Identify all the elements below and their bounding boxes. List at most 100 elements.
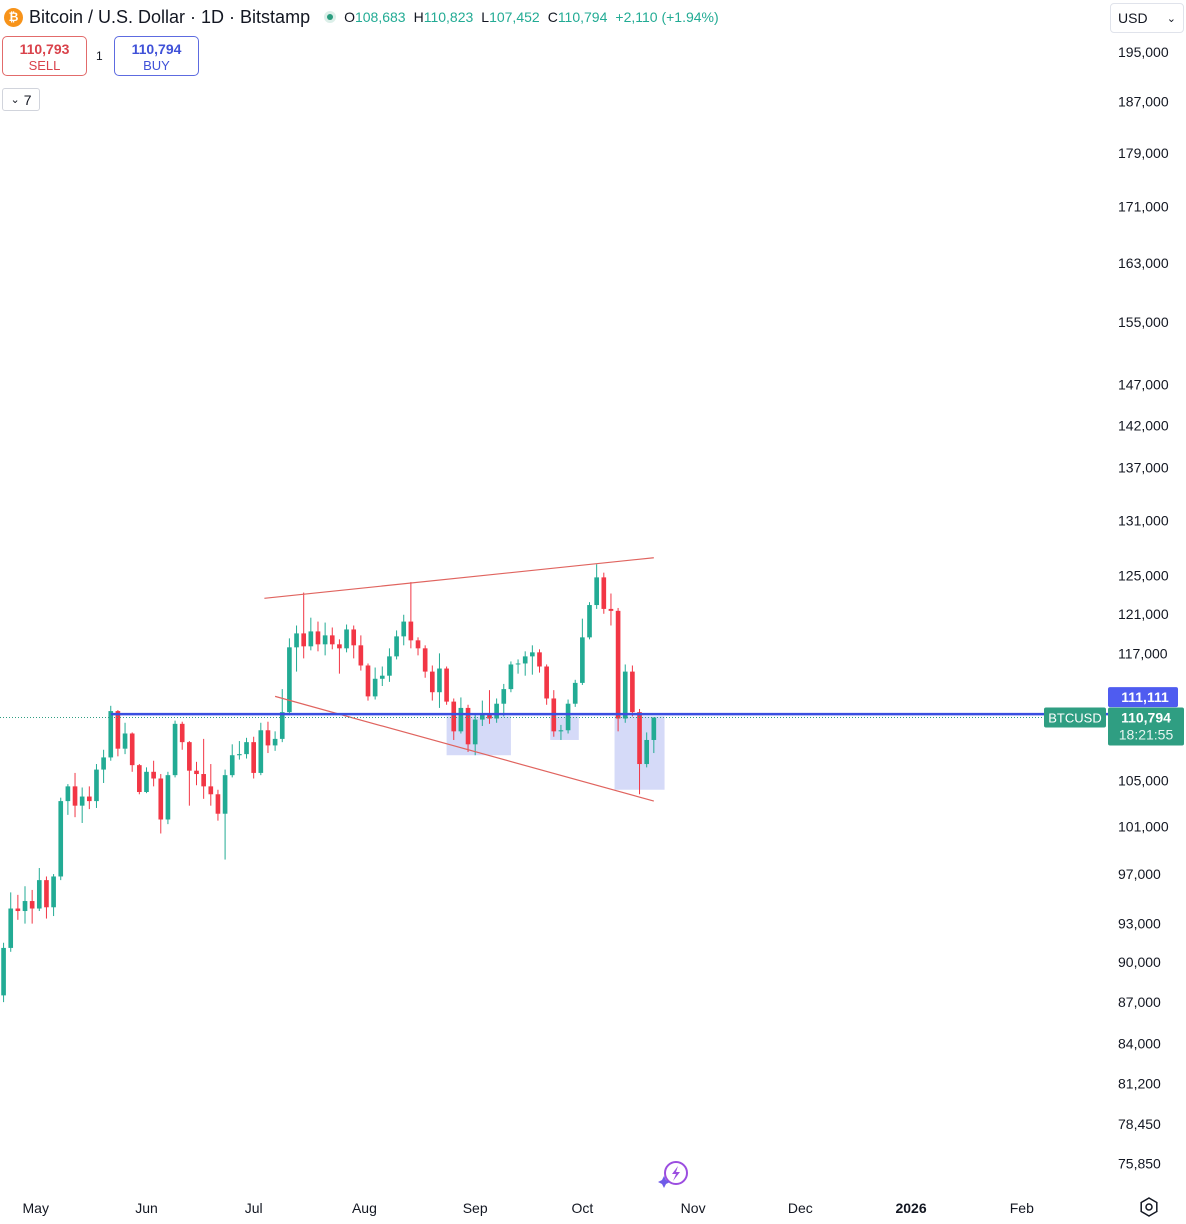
- candle: [408, 582, 414, 649]
- candle-body: [144, 771, 149, 793]
- candle-body: [308, 631, 314, 647]
- candle-body: [444, 668, 449, 702]
- candle-body: [65, 786, 71, 802]
- candle-body: [172, 723, 178, 776]
- candle-body: [86, 796, 92, 802]
- candle-body: [515, 663, 521, 665]
- indicators-toggle[interactable]: ⌄ 7: [2, 88, 40, 111]
- sell-label: SELL: [28, 58, 61, 73]
- candle: [387, 648, 392, 682]
- candle: [351, 625, 357, 659]
- candle-body: [315, 631, 321, 645]
- candle-body: [265, 730, 271, 746]
- settings-icon[interactable]: [1138, 1196, 1160, 1218]
- candle: [651, 717, 657, 754]
- candle: [322, 622, 328, 656]
- price-axis-label: 90,000: [1118, 954, 1161, 970]
- ohlc-low: L107,452: [481, 9, 540, 25]
- candle: [144, 767, 149, 794]
- candle-body: [365, 665, 371, 697]
- candle-body: [237, 754, 242, 756]
- price-change: +2,110 (+1.94%): [615, 9, 719, 25]
- candle-body: [229, 755, 235, 776]
- level-price-tag: 111,111: [1108, 687, 1178, 708]
- candle: [451, 698, 457, 740]
- candle-body: [572, 682, 578, 704]
- candle: [15, 894, 21, 920]
- ohlc-high: H110,823: [413, 9, 474, 25]
- candle-body: [437, 668, 442, 693]
- candle: [429, 665, 435, 701]
- candle-body: [258, 730, 264, 773]
- spread-value: 1: [96, 49, 103, 63]
- symbol-tag-box: [1044, 707, 1106, 728]
- candle-body: [472, 719, 478, 745]
- candle-body: [565, 703, 571, 731]
- candle-body: [387, 656, 392, 676]
- candle: [530, 645, 535, 675]
- price-axis-label: 117,000: [1118, 645, 1168, 661]
- candle: [365, 663, 371, 701]
- currency-select[interactable]: USD ⌄: [1110, 3, 1184, 33]
- candle: [587, 602, 592, 640]
- time-axis-label: Jun: [135, 1200, 158, 1216]
- indicators-count: 7: [23, 91, 32, 108]
- candle-body: [451, 701, 457, 732]
- currency-value: USD: [1118, 10, 1148, 26]
- price-axis-label: 179,000: [1118, 145, 1169, 161]
- candle-body: [337, 644, 342, 649]
- candle: [615, 607, 621, 732]
- candle-body: [122, 733, 128, 749]
- candle-body: [351, 629, 357, 646]
- price-axis[interactable]: 195,000 187,000 179,000 171,000 163,000 155,0…: [1118, 44, 1169, 1172]
- candle-body: [530, 652, 535, 657]
- candle: [194, 761, 199, 786]
- candle: [644, 732, 650, 768]
- candle: [572, 679, 578, 707]
- candle-body: [151, 771, 156, 779]
- price-axis-label: 171,000: [1118, 199, 1169, 215]
- price-axis-label: 121,000: [1118, 606, 1169, 622]
- candle: [344, 624, 349, 653]
- candle-body: [415, 640, 421, 649]
- candle: [72, 772, 78, 818]
- sell-button[interactable]: 110,793 SELL: [2, 36, 87, 76]
- symbol-title[interactable]: Bitcoin / U.S. Dollar · 1D · Bitstamp: [29, 6, 311, 27]
- candle: [229, 744, 235, 778]
- candle: [601, 572, 607, 614]
- candle-body: [408, 621, 414, 641]
- candle-body: [501, 689, 507, 704]
- market-open-icon: [324, 11, 337, 23]
- candle: [294, 625, 299, 672]
- lightning-icon[interactable]: [658, 1158, 692, 1190]
- time-axis-label: Jul: [245, 1200, 263, 1216]
- candle: [122, 722, 128, 755]
- candle: [580, 618, 585, 685]
- demand-zone: [550, 716, 579, 740]
- price-axis-label: 155,000: [1118, 314, 1169, 330]
- candle: [179, 721, 185, 750]
- candle: [94, 764, 99, 808]
- trend-line[interactable]: [264, 557, 654, 599]
- candle: [337, 639, 342, 674]
- time-axis-label: Aug: [352, 1200, 377, 1216]
- ohlc-close: C110,794: [547, 9, 608, 25]
- candle-body: [637, 712, 642, 765]
- trend-line[interactable]: [274, 695, 654, 802]
- candle: [222, 769, 228, 860]
- last-price-label: 110,794: [1121, 710, 1171, 726]
- buy-button[interactable]: 110,794 BUY: [114, 36, 199, 76]
- candle: [58, 797, 64, 881]
- price-axis-label: 101,000: [1118, 818, 1169, 834]
- candle-body: [15, 908, 21, 912]
- candle: [187, 741, 192, 806]
- candle-body: [8, 908, 14, 948]
- time-axis[interactable]: May Jun Jul Aug Sep Oct Nov Dec 2026 Feb: [23, 1200, 1035, 1216]
- candle-body: [458, 707, 464, 732]
- candle-body: [194, 770, 199, 775]
- chevron-down-icon: ⌄: [10, 94, 20, 106]
- price-axis-label: 93,000: [1118, 916, 1161, 932]
- candle: [51, 874, 56, 917]
- candle-body: [494, 703, 499, 719]
